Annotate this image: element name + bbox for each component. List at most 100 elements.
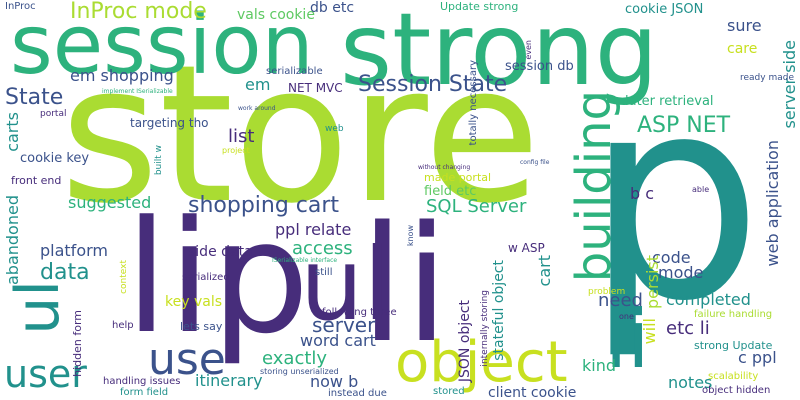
word: use: [148, 334, 226, 385]
word: carts: [3, 112, 22, 152]
word: context: [119, 260, 129, 294]
word: stored: [433, 386, 465, 397]
word: session: [10, 0, 314, 93]
word: made portal: [424, 171, 492, 184]
word: InProc: [5, 1, 36, 12]
word: object: [395, 330, 568, 395]
word: ul: [300, 226, 392, 343]
word: serializable: [266, 66, 323, 77]
word: cookie JSON: [625, 2, 704, 17]
word: totally necessary: [468, 60, 479, 146]
word: following three: [322, 307, 397, 318]
word: Update strong: [440, 0, 519, 13]
word: State: [5, 85, 64, 110]
word: user: [4, 352, 87, 396]
word: need: [598, 290, 643, 311]
word: now b: [310, 372, 359, 391]
word: db etc: [310, 0, 355, 16]
word: ISerializable interface: [272, 257, 338, 264]
word: persist: [643, 255, 662, 309]
word: list: [228, 126, 255, 147]
word: p: [585, 37, 763, 363]
word: server: [312, 313, 376, 337]
word: em: [245, 75, 271, 94]
word: JSON object: [457, 300, 473, 383]
word: mode: [658, 263, 704, 282]
word: serialized: [182, 272, 230, 283]
word: shopping cart: [188, 193, 340, 218]
word: cart: [535, 255, 554, 287]
word: web application: [763, 140, 782, 267]
word: side data: [188, 244, 253, 260]
word: word cart: [300, 331, 376, 350]
word: front end: [11, 174, 62, 187]
word: data: [40, 260, 90, 285]
word: NET MVC: [288, 81, 343, 95]
word: form field: [120, 387, 169, 398]
word: hidden form: [71, 310, 84, 377]
word: strong Update: [694, 339, 773, 352]
word: em shopping: [70, 66, 174, 85]
word: client cookie: [488, 385, 577, 400]
word: etc li: [666, 318, 710, 339]
word: internally storing: [480, 290, 490, 367]
word: ppl relate: [275, 220, 352, 239]
word: config file: [520, 159, 550, 166]
word: able: [692, 185, 710, 194]
word: SQL Server: [426, 196, 527, 217]
word: notes: [668, 373, 713, 392]
word: instead due: [328, 388, 387, 399]
word: without changing: [418, 164, 471, 171]
word: storing unserialized: [260, 367, 339, 376]
word: targeting tho: [130, 116, 209, 130]
word: w ASP: [508, 241, 545, 255]
word: li: [360, 191, 449, 378]
word: b c: [630, 184, 655, 203]
word: key vals: [165, 294, 223, 310]
word: will: [640, 318, 659, 345]
word: Session State: [358, 72, 508, 97]
word: platform: [40, 241, 108, 260]
word: building: [566, 90, 622, 283]
word: built w: [154, 145, 164, 176]
word: c ppl: [738, 348, 777, 367]
word: project: [222, 146, 250, 155]
word: strong: [340, 0, 659, 108]
word: suggested: [68, 193, 152, 212]
word: vals cookie: [237, 7, 315, 23]
word: code: [652, 248, 691, 267]
word: one: [619, 312, 634, 321]
word: stateful object: [491, 260, 507, 361]
word: care: [727, 41, 758, 57]
word: even: [524, 40, 533, 60]
word: abandoned: [3, 195, 22, 285]
word: exactly: [262, 348, 328, 369]
word: handling issues: [103, 376, 181, 387]
word: problem: [588, 287, 626, 297]
word: li: [605, 293, 650, 386]
word: field etc: [424, 184, 477, 199]
word: failure handling: [694, 309, 773, 320]
word: scalability: [708, 371, 759, 382]
word: cookie key: [20, 151, 90, 166]
word: server side: [780, 40, 799, 129]
word: InProc mode: [70, 0, 207, 24]
word: lets say: [180, 320, 223, 333]
word: ready made: [740, 73, 794, 83]
word: work around: [238, 105, 276, 112]
word: itinerary: [195, 371, 263, 390]
word: help: [112, 320, 134, 331]
word: know: [406, 225, 415, 247]
word: implement ISerializable: [102, 88, 173, 95]
word: completed: [666, 290, 751, 309]
word: still: [315, 267, 333, 278]
word: web: [325, 124, 344, 134]
word: session db: [505, 59, 574, 74]
word: kind: [582, 356, 617, 375]
word: ASP NET: [637, 113, 731, 138]
word: object hidden: [702, 385, 771, 396]
word: portal: [40, 109, 67, 119]
word: lip: [125, 187, 310, 368]
word: store: [60, 24, 541, 245]
